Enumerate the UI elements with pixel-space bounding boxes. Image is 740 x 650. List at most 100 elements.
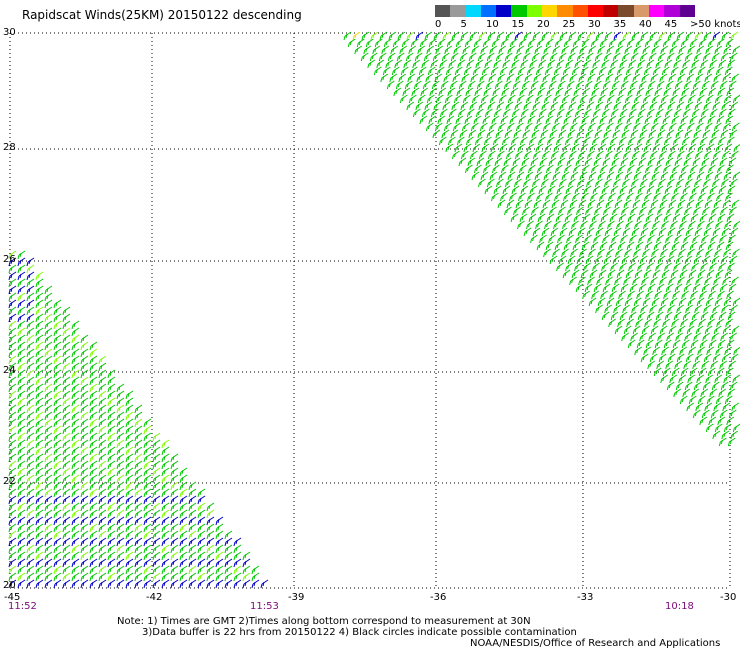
wind-barb <box>161 439 170 449</box>
wind-barb <box>179 495 188 505</box>
wind-barb <box>632 122 641 132</box>
wind-barb <box>688 220 696 230</box>
wind-barb <box>134 432 143 442</box>
wind-barb <box>605 122 614 132</box>
wind-barb <box>720 206 728 216</box>
wind-barb <box>725 38 734 48</box>
wind-barb <box>673 108 682 118</box>
wind-barb <box>152 439 161 449</box>
wind-barb <box>588 248 596 258</box>
wind-barb <box>522 129 531 139</box>
wind-barb <box>510 213 519 223</box>
wind-barb <box>705 45 714 55</box>
wind-barb <box>563 192 571 202</box>
wind-barb <box>134 404 143 414</box>
wind-barb <box>700 388 709 398</box>
wind-barb <box>711 255 720 265</box>
wind-barb <box>692 409 701 419</box>
wind-barb <box>17 313 26 323</box>
wind-barb <box>62 320 71 330</box>
wind-barb <box>553 220 561 230</box>
wind-barb <box>559 150 568 160</box>
wind-barb <box>703 31 712 41</box>
wind-barb <box>519 87 528 97</box>
wind-barb <box>618 213 627 223</box>
wind-barb <box>8 306 17 316</box>
wind-barb <box>681 136 690 146</box>
wind-barb <box>424 101 433 111</box>
wind-barb <box>152 565 161 575</box>
wind-barb <box>17 446 26 456</box>
wind-barb <box>125 516 134 526</box>
wind-barb <box>8 341 17 351</box>
wind-barb <box>634 66 643 76</box>
wind-barb <box>499 143 508 153</box>
wind-barb <box>643 143 652 153</box>
wind-barb <box>602 157 611 167</box>
wind-barb <box>571 143 580 153</box>
wind-barb <box>643 269 652 279</box>
wind-barb <box>89 376 98 386</box>
wind-barb <box>687 171 696 181</box>
wind-barb <box>707 318 715 328</box>
wind-barb <box>188 509 197 519</box>
wind-barb <box>698 241 707 251</box>
wind-barb <box>500 164 509 174</box>
wind-barb <box>381 45 390 55</box>
wind-barb <box>701 80 710 90</box>
wind-barb <box>35 334 44 344</box>
wind-barb <box>143 418 152 428</box>
wind-barb <box>206 565 215 575</box>
wind-barb <box>460 150 469 160</box>
wind-barb <box>699 290 707 300</box>
wind-barb <box>415 31 424 41</box>
wind-barb <box>597 45 606 55</box>
wind-barb <box>581 164 590 174</box>
wind-barb <box>590 115 599 125</box>
wind-barb <box>662 318 670 328</box>
wind-barb <box>62 432 71 442</box>
wind-barb <box>627 213 636 223</box>
wind-barb <box>134 467 143 477</box>
wind-barb <box>8 495 17 505</box>
wind-barb <box>170 495 179 505</box>
wind-barb <box>527 38 536 48</box>
wind-barb <box>518 192 526 202</box>
wind-barb <box>707 164 716 174</box>
wind-barb <box>687 94 696 104</box>
wind-barb <box>658 31 667 41</box>
wind-barb <box>618 136 627 146</box>
wind-barb <box>62 572 71 582</box>
wind-barb <box>453 94 462 104</box>
wind-barb <box>80 516 89 526</box>
wind-barb <box>152 579 161 589</box>
wind-barb <box>53 432 62 442</box>
wind-barb <box>705 94 714 104</box>
wind-barb <box>712 304 720 314</box>
wind-barb <box>595 31 604 41</box>
wind-barb <box>668 122 677 132</box>
wind-barb <box>654 213 663 223</box>
wind-barb <box>89 516 98 526</box>
wind-barb <box>71 467 80 477</box>
wind-barb <box>44 460 53 470</box>
wind-barb <box>197 579 206 589</box>
wind-barb <box>714 423 723 433</box>
wind-barb <box>71 404 80 414</box>
wind-barb <box>630 255 639 265</box>
wind-barb <box>89 348 98 358</box>
wind-barb <box>570 94 579 104</box>
wind-barb <box>586 227 595 237</box>
wind-barb <box>571 220 579 230</box>
wind-barb <box>98 502 107 512</box>
wind-barb <box>383 38 392 48</box>
wind-barb <box>601 108 610 118</box>
wind-barb <box>695 122 704 132</box>
wind-barb <box>613 101 622 111</box>
wind-barb <box>701 234 709 244</box>
wind-barb <box>456 87 465 97</box>
wind-barb <box>224 558 233 568</box>
wind-barb <box>566 234 574 244</box>
wind-barb <box>702 206 710 216</box>
wind-barb <box>686 122 695 132</box>
